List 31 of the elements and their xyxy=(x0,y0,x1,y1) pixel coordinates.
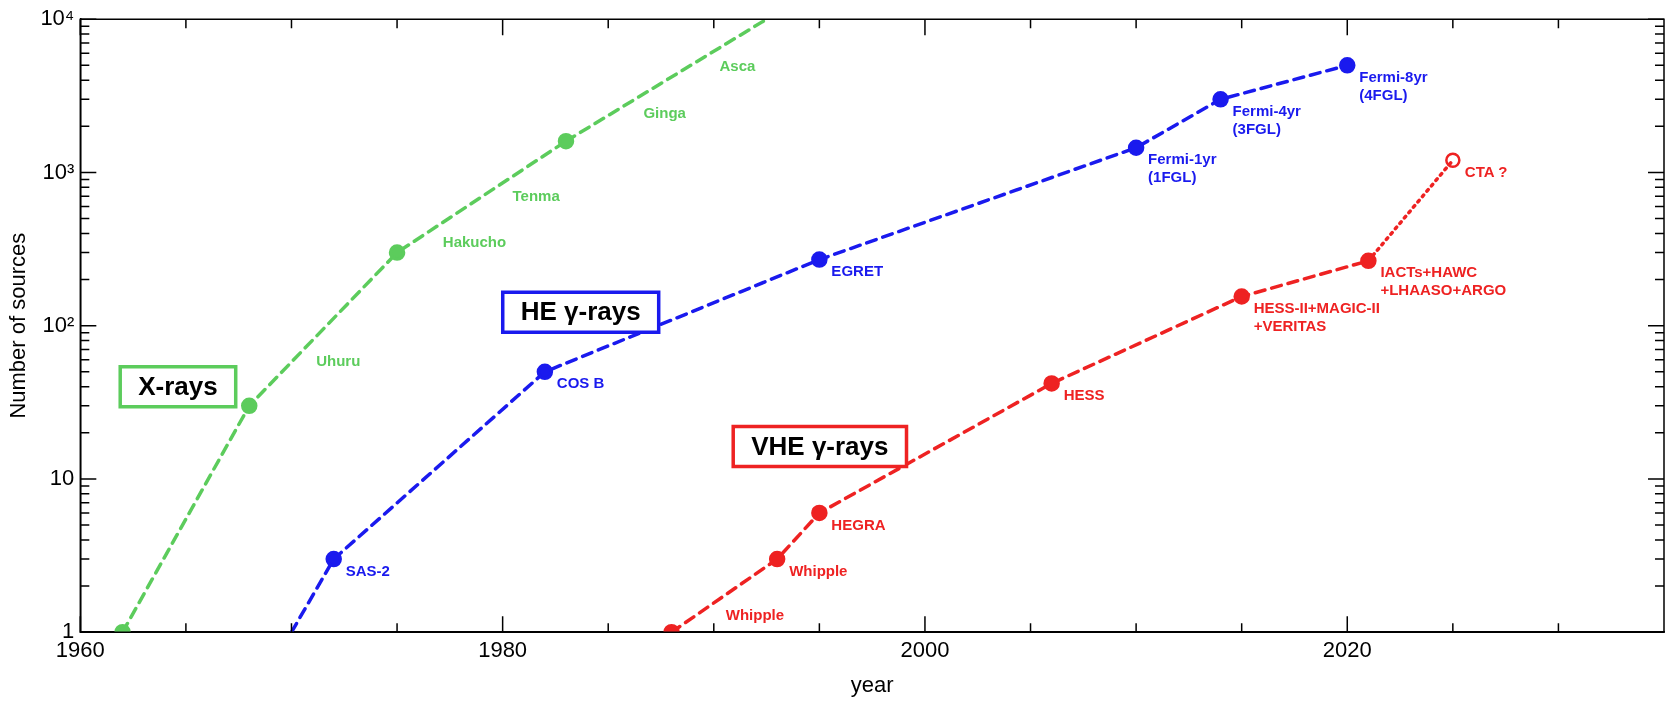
x-tick-label: 2000 xyxy=(900,637,950,663)
annotation: Fermi-4yr (3FGL) xyxy=(1232,101,1302,137)
annotation: Asca xyxy=(719,56,756,74)
y-tick-label: 10⁴ xyxy=(40,5,75,31)
annotation: Fermi-1yr (1FGL) xyxy=(1148,150,1217,186)
x-tick-label: 1960 xyxy=(55,637,105,663)
y-tick-label: 10 xyxy=(49,465,75,491)
annotation: IACTs+HAWC +LHAASO+ARGO xyxy=(1380,263,1507,299)
y-axis-title: Number of sources xyxy=(5,232,31,419)
annotation: Uhuru xyxy=(316,352,361,370)
series-label: HE γ-rays xyxy=(520,296,641,327)
annotation: Ginga xyxy=(643,104,687,122)
x-tick-label: 2020 xyxy=(1322,637,1372,663)
x-axis-title: year xyxy=(850,671,894,697)
series-label: VHE γ-rays xyxy=(751,430,889,461)
annotation: HESS xyxy=(1063,386,1105,404)
series-label: X-rays xyxy=(138,370,218,401)
annotation: Hakucho xyxy=(442,232,507,250)
y-tick-label: 10² xyxy=(42,311,75,337)
annotation: EGRET xyxy=(831,262,884,280)
y-tick-label: 10³ xyxy=(42,158,75,184)
annotation: Whipple xyxy=(725,605,785,623)
x-tick-label: 1980 xyxy=(478,637,528,663)
annotation: SAS-2 xyxy=(345,561,390,579)
annotation: HESS-II+MAGIC-II +VERITAS xyxy=(1253,299,1380,335)
annotation: HEGRA xyxy=(831,515,886,533)
annotation: Tenma xyxy=(512,187,561,205)
annotation: COS B xyxy=(556,374,605,392)
annotation: Fermi-8yr (4FGL) xyxy=(1359,67,1428,103)
annotation: CTA ? xyxy=(1464,162,1508,180)
annotation: Whipple xyxy=(789,561,848,579)
